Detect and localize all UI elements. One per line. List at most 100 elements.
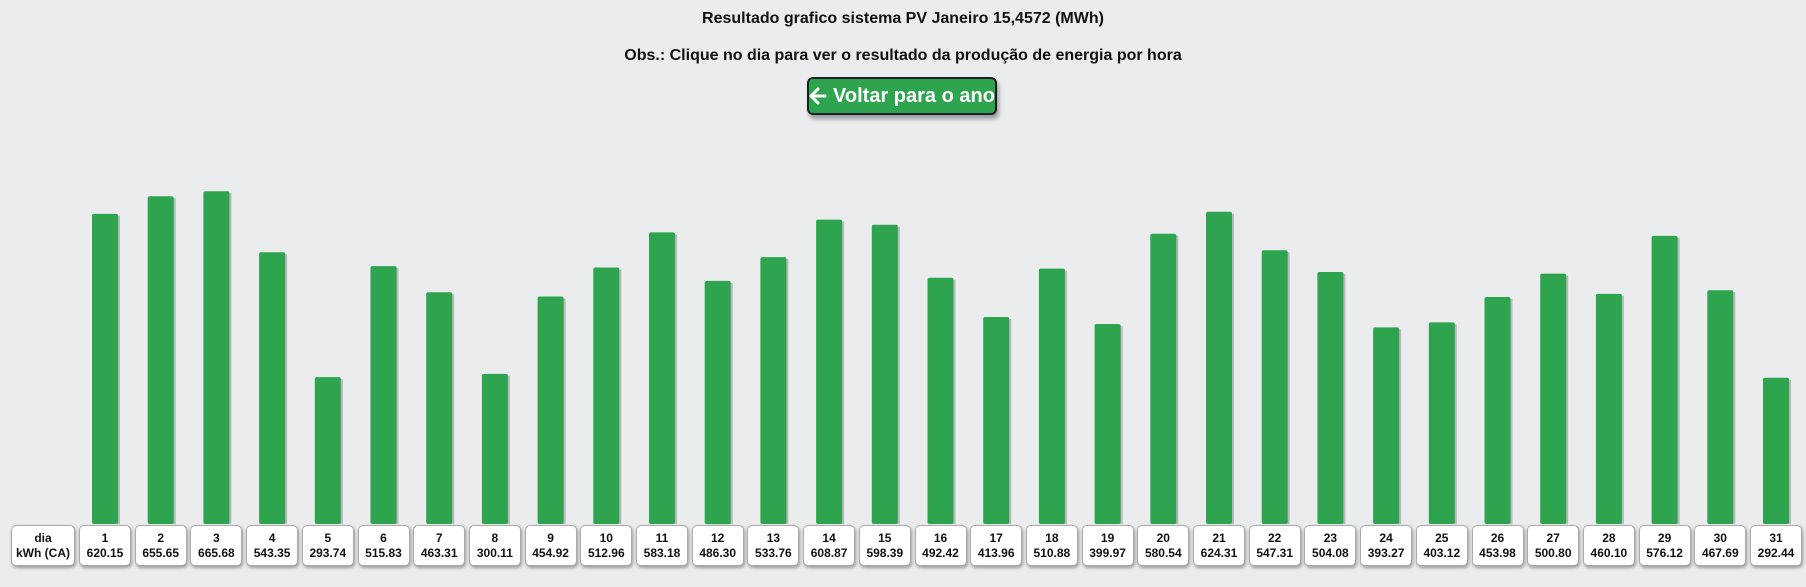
day-cell-1[interactable]: 1 620.15 (79, 525, 131, 566)
day-kwh-label: 504.08 (1312, 546, 1349, 560)
bar-day-10[interactable] (593, 267, 620, 525)
bar-day-23[interactable] (1317, 272, 1344, 524)
bar-day-21[interactable] (1206, 211, 1232, 525)
day-kwh-label: 608.87 (810, 546, 848, 560)
day-number-label: 8 (491, 531, 499, 545)
bar-day-9[interactable] (537, 296, 564, 525)
day-cell-4[interactable]: 4 543.35 (246, 525, 299, 566)
bar-day-7[interactable] (426, 292, 453, 524)
day-cell-29[interactable]: 29 576.12 (1638, 525, 1691, 566)
day-cell-28[interactable]: 28 460.10 (1582, 525, 1635, 566)
day-cell-17[interactable]: 17 413.96 (970, 525, 1023, 566)
day-number-label: 18 (1045, 531, 1059, 545)
day-number-label: 27 (1546, 531, 1560, 545)
bar-day-2[interactable] (147, 196, 174, 524)
bar-day-29[interactable] (1651, 235, 1678, 524)
bar-day-19[interactable] (1094, 324, 1121, 524)
day-kwh-label: 292.44 (1757, 546, 1795, 560)
page-subtitle: Obs.: Clique no dia para ver o resultado… (624, 47, 1182, 64)
day-cell-5[interactable]: 5 293.74 (301, 525, 354, 566)
table-header-cell: dia kWh (CA) (11, 525, 75, 566)
day-number-label: 21 (1212, 531, 1226, 545)
day-number-label: 19 (1100, 531, 1115, 545)
bar-day-24[interactable] (1373, 327, 1400, 524)
day-cell-31[interactable]: 31 292.44 (1750, 525, 1802, 566)
bar-day-30[interactable] (1707, 290, 1734, 524)
bar-day-15[interactable] (871, 224, 898, 525)
day-number-label: 6 (380, 531, 387, 545)
day-kwh-label: 454.92 (532, 546, 569, 560)
day-cell-21[interactable]: 21 624.31 (1193, 525, 1245, 566)
bar-day-31[interactable] (1763, 377, 1789, 524)
day-number-label: 3 (213, 531, 220, 545)
day-kwh-label: 460.10 (1590, 546, 1628, 560)
day-number-label: 23 (1323, 531, 1338, 545)
bar-day-27[interactable] (1540, 273, 1567, 524)
day-number-label: 20 (1156, 531, 1170, 545)
bar-day-4[interactable] (259, 252, 286, 525)
bar-day-16[interactable] (927, 277, 954, 524)
bar-day-3[interactable] (203, 191, 230, 524)
day-number-label: 31 (1769, 531, 1783, 545)
bar-day-20[interactable] (1150, 233, 1177, 524)
day-number-label: 29 (1657, 531, 1672, 545)
day-cell-11[interactable]: 11 583.18 (636, 525, 688, 566)
bar-day-26[interactable] (1484, 297, 1511, 524)
page-title: Resultado grafico sistema PV Janeiro 15,… (702, 10, 1104, 27)
day-number-label: 26 (1490, 531, 1505, 545)
back-to-year-button[interactable]: Voltar para o ano (807, 77, 997, 115)
bar-day-22[interactable] (1261, 250, 1288, 525)
day-kwh-label: 543.35 (253, 546, 291, 560)
day-cell-10[interactable]: 10 512.96 (580, 525, 633, 566)
bar-day-11[interactable] (649, 232, 675, 524)
day-cell-2[interactable]: 2 655.65 (134, 525, 187, 566)
day-cell-27[interactable]: 27 500.80 (1527, 525, 1580, 566)
day-cell-22[interactable]: 22 547.31 (1248, 525, 1301, 566)
day-cell-6[interactable]: 6 515.83 (357, 525, 410, 566)
day-number-label: 16 (933, 531, 948, 545)
day-number-label: 9 (547, 531, 554, 545)
bar-day-18[interactable] (1038, 268, 1065, 524)
day-number-label: 1 (101, 531, 109, 545)
bar-day-6[interactable] (370, 266, 397, 524)
day-cell-30[interactable]: 30 467.69 (1694, 525, 1747, 566)
day-cell-14[interactable]: 14 608.87 (803, 525, 856, 566)
day-number-label: 28 (1602, 531, 1616, 545)
day-number-label: 10 (599, 531, 613, 545)
day-cell-7[interactable]: 7 463.31 (413, 525, 466, 566)
day-cell-19[interactable]: 19 399.97 (1081, 525, 1134, 566)
day-cell-12[interactable]: 12 486.30 (691, 525, 744, 566)
day-kwh-label: 576.12 (1646, 546, 1683, 560)
day-cell-25[interactable]: 25 403.12 (1415, 525, 1468, 566)
day-cell-8[interactable]: 8 300.11 (468, 525, 521, 566)
day-kwh-label: 547.31 (1256, 546, 1294, 560)
day-number-label: 11 (655, 531, 669, 545)
bar-day-8[interactable] (481, 373, 508, 524)
day-cell-23[interactable]: 23 504.08 (1304, 525, 1357, 566)
bar-day-1[interactable] (92, 213, 118, 524)
day-cell-13[interactable]: 13 533.76 (747, 525, 800, 566)
day-cell-26[interactable]: 26 453.98 (1471, 525, 1524, 566)
day-cell-18[interactable]: 18 510.88 (1025, 525, 1078, 566)
bar-day-12[interactable] (704, 280, 731, 525)
day-cell-16[interactable]: 16 492.42 (914, 525, 967, 566)
day-kwh-label: 620.15 (86, 546, 124, 560)
day-cell-15[interactable]: 15 598.39 (858, 525, 911, 566)
bar-day-28[interactable] (1595, 293, 1622, 524)
day-cell-24[interactable]: 24 393.27 (1360, 525, 1413, 566)
day-kwh-label: 655.65 (142, 546, 180, 560)
bar-day-17[interactable] (983, 317, 1010, 524)
day-number-label: 24 (1379, 531, 1393, 545)
bar-day-14[interactable] (816, 219, 843, 524)
day-cell-9[interactable]: 9 454.92 (524, 525, 577, 566)
day-cell-20[interactable]: 20 580.54 (1137, 525, 1190, 566)
bar-day-25[interactable] (1428, 322, 1455, 524)
day-kwh-label: 500.80 (1534, 546, 1572, 560)
bar-day-13[interactable] (760, 257, 787, 524)
day-cell-3[interactable]: 3 665.68 (190, 525, 243, 566)
day-kwh-label: 580.54 (1144, 546, 1182, 560)
day-number-label: 13 (766, 531, 781, 545)
bar-day-5[interactable] (314, 377, 341, 524)
